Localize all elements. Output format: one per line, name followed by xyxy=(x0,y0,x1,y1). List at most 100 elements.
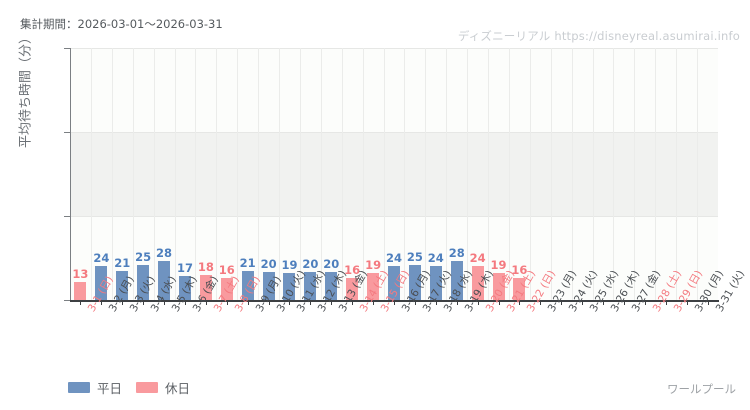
bar[interactable] xyxy=(221,277,233,300)
gridline-vertical xyxy=(551,48,552,300)
bar-value-label: 16 xyxy=(344,262,361,277)
bar[interactable] xyxy=(200,274,212,300)
x-axis-tick-mark xyxy=(184,300,186,305)
gridline-vertical xyxy=(133,48,134,300)
bar[interactable] xyxy=(346,277,358,300)
plot-area: 13 24 21 25 28 17 18 16 21 20 19 20 20 16 19 24 25 24 28 24… xyxy=(70,48,718,301)
x-axis-tick-mark xyxy=(352,300,354,305)
legend-item-holiday[interactable]: 休日 xyxy=(136,378,190,397)
bar-value-label: 21 xyxy=(239,255,256,270)
gridline-vertical xyxy=(676,48,677,300)
x-axis-tick-mark xyxy=(310,300,312,305)
y-axis-tick-mark xyxy=(64,300,70,301)
gridline-horizontal xyxy=(70,132,718,133)
bar[interactable] xyxy=(513,277,525,300)
gridline-vertical xyxy=(593,48,594,300)
x-axis-tick-mark xyxy=(561,300,563,305)
bar[interactable] xyxy=(493,273,505,300)
bar-value-label: 16 xyxy=(218,262,235,277)
x-axis-tick-mark xyxy=(707,300,709,305)
gridline-vertical xyxy=(363,48,364,300)
gridline-horizontal xyxy=(70,48,718,49)
gridline-vertical xyxy=(195,48,196,300)
bar-value-label: 13 xyxy=(72,266,89,281)
gridline-horizontal xyxy=(70,216,718,217)
gridline-vertical xyxy=(321,48,322,300)
gridline-vertical xyxy=(613,48,614,300)
bar[interactable] xyxy=(263,272,275,300)
bar[interactable] xyxy=(242,270,254,300)
site-watermark: ディズニーリアル https://disneyreal.asumirai.inf… xyxy=(457,29,740,43)
bar[interactable] xyxy=(137,265,149,300)
bar-value-label: 19 xyxy=(281,258,298,273)
period-title: 集計期間：2026-03-01〜2026-03-31 xyxy=(20,17,223,31)
bar-value-label: 21 xyxy=(114,255,131,270)
y-axis-title: 平均待ち時間（分） xyxy=(18,31,34,149)
legend-swatch-weekday xyxy=(68,382,90,393)
bar[interactable] xyxy=(179,276,191,300)
gridline-vertical xyxy=(425,48,426,300)
bar-value-label: 17 xyxy=(176,261,193,276)
attraction-name: ワールプール xyxy=(667,382,736,396)
bar[interactable] xyxy=(430,266,442,300)
y-axis-tick-mark xyxy=(64,48,70,49)
bar[interactable] xyxy=(325,272,337,300)
bar-value-label: 25 xyxy=(406,250,423,264)
x-axis-tick-mark xyxy=(644,300,646,305)
legend: 平日 休日 xyxy=(68,378,190,397)
gridline-vertical xyxy=(488,48,489,300)
gridline-vertical xyxy=(300,48,301,300)
bar[interactable] xyxy=(95,266,107,300)
bar-value-label: 18 xyxy=(197,259,214,274)
gridline-vertical xyxy=(216,48,217,300)
gridline-vertical xyxy=(112,48,113,300)
gridline-vertical xyxy=(404,48,405,300)
gridline-vertical xyxy=(237,48,238,300)
x-axis-tick-mark xyxy=(519,300,521,305)
y-axis-line xyxy=(70,48,71,301)
bar[interactable] xyxy=(451,260,463,300)
x-axis-tick-mark xyxy=(331,300,333,305)
x-axis-tick-mark xyxy=(164,300,166,305)
x-axis-tick-mark xyxy=(122,300,124,305)
x-axis-tick-mark xyxy=(582,300,584,305)
x-axis-tick-mark xyxy=(394,300,395,305)
gridline-vertical xyxy=(384,48,385,300)
bar-value-label: 20 xyxy=(323,257,340,271)
y-axis-tick-mark xyxy=(64,216,70,217)
bar[interactable] xyxy=(367,273,379,300)
gridline-vertical xyxy=(572,48,573,300)
gridline-vertical xyxy=(279,48,280,300)
x-axis-tick-mark xyxy=(498,300,500,305)
x-axis-tick-mark xyxy=(665,300,667,305)
bar[interactable] xyxy=(304,272,316,300)
bar-value-label: 28 xyxy=(156,245,173,260)
x-axis-tick-mark xyxy=(540,300,542,305)
bar-value-label: 19 xyxy=(490,258,507,273)
x-axis-tick-mark xyxy=(101,300,103,305)
x-axis-tick-mark xyxy=(603,300,605,305)
x-axis-tick-mark xyxy=(414,300,416,305)
x-axis-tick-mark xyxy=(226,300,228,305)
legend-item-weekday[interactable]: 平日 xyxy=(68,378,122,397)
bar[interactable] xyxy=(472,266,484,300)
gridline-vertical xyxy=(634,48,635,300)
x-axis-tick-mark xyxy=(289,300,291,305)
bar[interactable] xyxy=(116,270,128,300)
x-axis-tick-mark xyxy=(686,300,688,305)
bar[interactable] xyxy=(158,260,170,300)
bar[interactable] xyxy=(283,273,295,300)
bar[interactable] xyxy=(74,281,86,300)
x-axis-tick-mark xyxy=(373,300,375,305)
bar-value-label: 20 xyxy=(302,257,319,271)
bar[interactable] xyxy=(388,266,400,300)
y-axis-tick-mark xyxy=(64,132,70,133)
bar-value-label: 24 xyxy=(427,251,444,266)
bar[interactable] xyxy=(409,265,421,300)
x-axis-tick-mark xyxy=(623,300,625,305)
x-axis-tick-mark xyxy=(456,300,458,305)
x-axis-tick-mark xyxy=(435,300,437,305)
x-axis-tick-mark xyxy=(80,300,82,305)
bar-value-label: 20 xyxy=(260,257,277,271)
